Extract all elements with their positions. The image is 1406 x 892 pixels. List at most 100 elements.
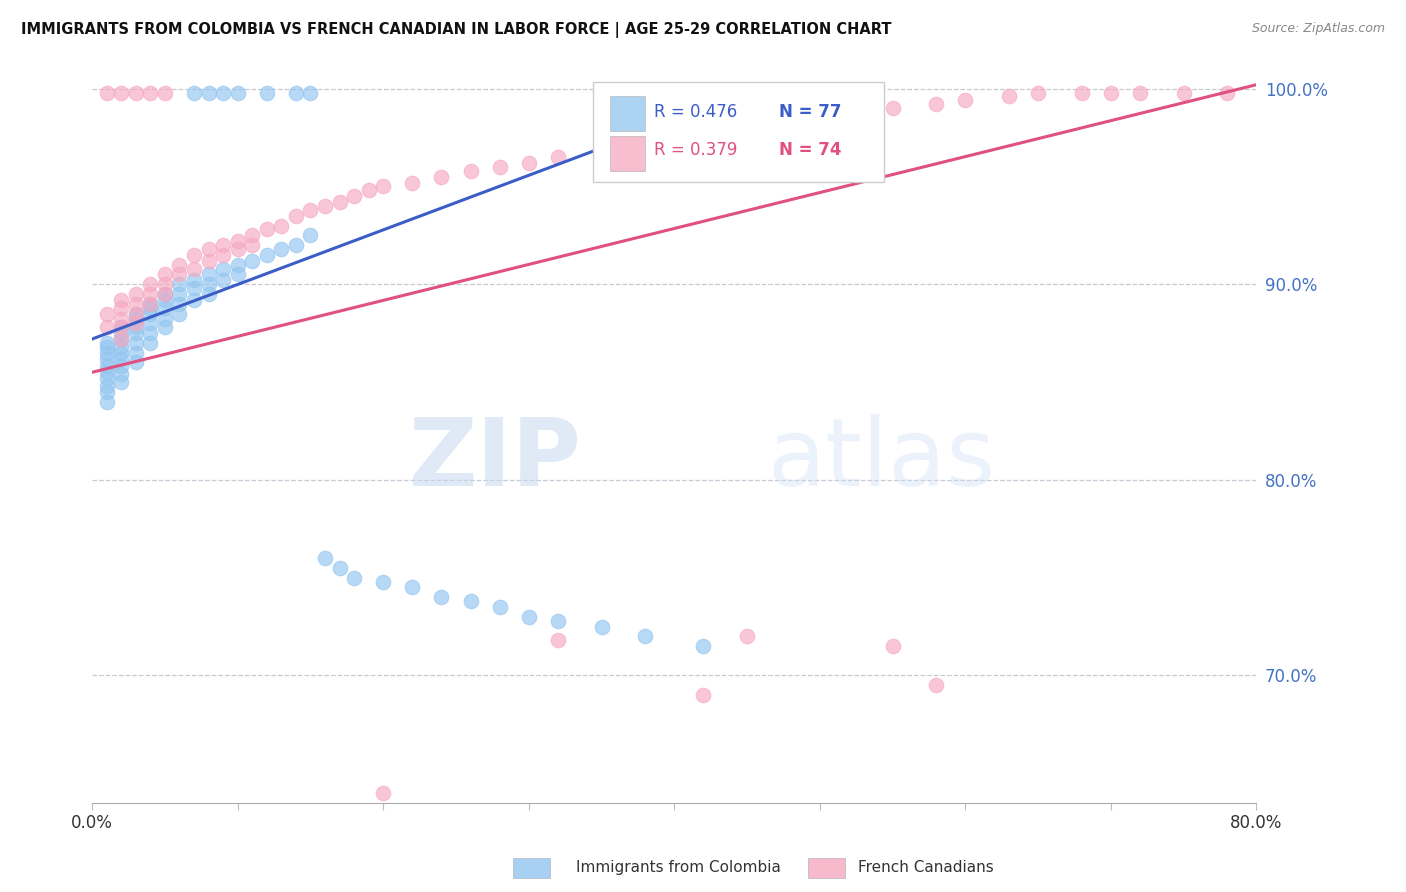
Point — [547, 150, 569, 164]
Point — [139, 297, 162, 311]
Point — [110, 312, 132, 326]
Text: Immigrants from Colombia: Immigrants from Colombia — [576, 860, 782, 874]
Point — [460, 163, 482, 178]
Point — [517, 609, 540, 624]
Point — [153, 301, 176, 315]
Point — [169, 268, 191, 282]
Point — [153, 277, 176, 292]
Point — [197, 277, 219, 292]
Point — [153, 312, 176, 326]
Point — [357, 183, 380, 197]
Point — [139, 307, 162, 321]
Point — [110, 320, 132, 334]
Point — [110, 359, 132, 374]
Point — [256, 86, 278, 100]
Point — [197, 268, 219, 282]
Point — [183, 261, 205, 276]
Point — [692, 130, 714, 145]
Point — [153, 287, 176, 301]
Point — [1070, 86, 1092, 100]
Point — [125, 326, 148, 340]
Point — [183, 248, 205, 262]
Point — [110, 320, 132, 334]
Point — [925, 678, 948, 692]
Point — [96, 365, 118, 379]
Point — [153, 86, 176, 100]
Point — [634, 140, 657, 154]
Point — [488, 160, 510, 174]
Point — [96, 351, 118, 366]
Point — [153, 320, 176, 334]
Point — [96, 394, 118, 409]
Point — [240, 228, 263, 243]
FancyBboxPatch shape — [610, 136, 645, 171]
Point — [373, 786, 395, 800]
Point — [169, 297, 191, 311]
Point — [212, 248, 235, 262]
Point — [125, 317, 148, 331]
Point — [591, 619, 613, 633]
Text: ZIP: ZIP — [408, 414, 581, 506]
Point — [183, 86, 205, 100]
Point — [270, 242, 292, 256]
Point — [373, 574, 395, 589]
Point — [547, 614, 569, 628]
Point — [110, 351, 132, 366]
Point — [139, 277, 162, 292]
Text: R = 0.476: R = 0.476 — [655, 103, 738, 121]
Point — [183, 273, 205, 287]
Point — [692, 688, 714, 702]
Point — [125, 335, 148, 350]
Point — [882, 639, 904, 653]
Text: atlas: atlas — [768, 414, 995, 506]
Point — [110, 326, 132, 340]
Point — [153, 293, 176, 307]
Point — [110, 86, 132, 100]
Point — [299, 86, 322, 100]
Point — [1129, 86, 1152, 100]
Point — [139, 301, 162, 315]
Point — [430, 169, 453, 184]
Point — [169, 307, 191, 321]
Point — [183, 293, 205, 307]
Point — [110, 293, 132, 307]
Point — [329, 561, 352, 575]
Point — [96, 379, 118, 393]
Point — [1173, 86, 1195, 100]
Point — [284, 209, 307, 223]
Point — [256, 248, 278, 262]
Point — [838, 105, 860, 120]
Text: N = 77: N = 77 — [779, 103, 842, 121]
Point — [139, 335, 162, 350]
Point — [110, 332, 132, 346]
Point — [153, 287, 176, 301]
Text: Source: ZipAtlas.com: Source: ZipAtlas.com — [1251, 22, 1385, 36]
Point — [96, 359, 118, 374]
Point — [212, 238, 235, 252]
Point — [96, 371, 118, 385]
Point — [96, 345, 118, 359]
Point — [735, 629, 758, 643]
Text: French Canadians: French Canadians — [858, 860, 994, 874]
Point — [299, 202, 322, 217]
Point — [125, 320, 148, 334]
Point — [139, 297, 162, 311]
Point — [226, 86, 249, 100]
Point — [96, 384, 118, 399]
Point — [96, 340, 118, 354]
Point — [110, 345, 132, 359]
Text: IMMIGRANTS FROM COLOMBIA VS FRENCH CANADIAN IN LABOR FORCE | AGE 25-29 CORRELATI: IMMIGRANTS FROM COLOMBIA VS FRENCH CANAD… — [21, 22, 891, 38]
Point — [284, 86, 307, 100]
Point — [183, 281, 205, 295]
Point — [779, 117, 801, 131]
Point — [343, 189, 366, 203]
Point — [1216, 86, 1239, 100]
Point — [1099, 86, 1122, 100]
Point — [110, 375, 132, 389]
Point — [226, 242, 249, 256]
Point — [212, 261, 235, 276]
Point — [517, 156, 540, 170]
Point — [270, 219, 292, 233]
Point — [110, 340, 132, 354]
Point — [692, 639, 714, 653]
